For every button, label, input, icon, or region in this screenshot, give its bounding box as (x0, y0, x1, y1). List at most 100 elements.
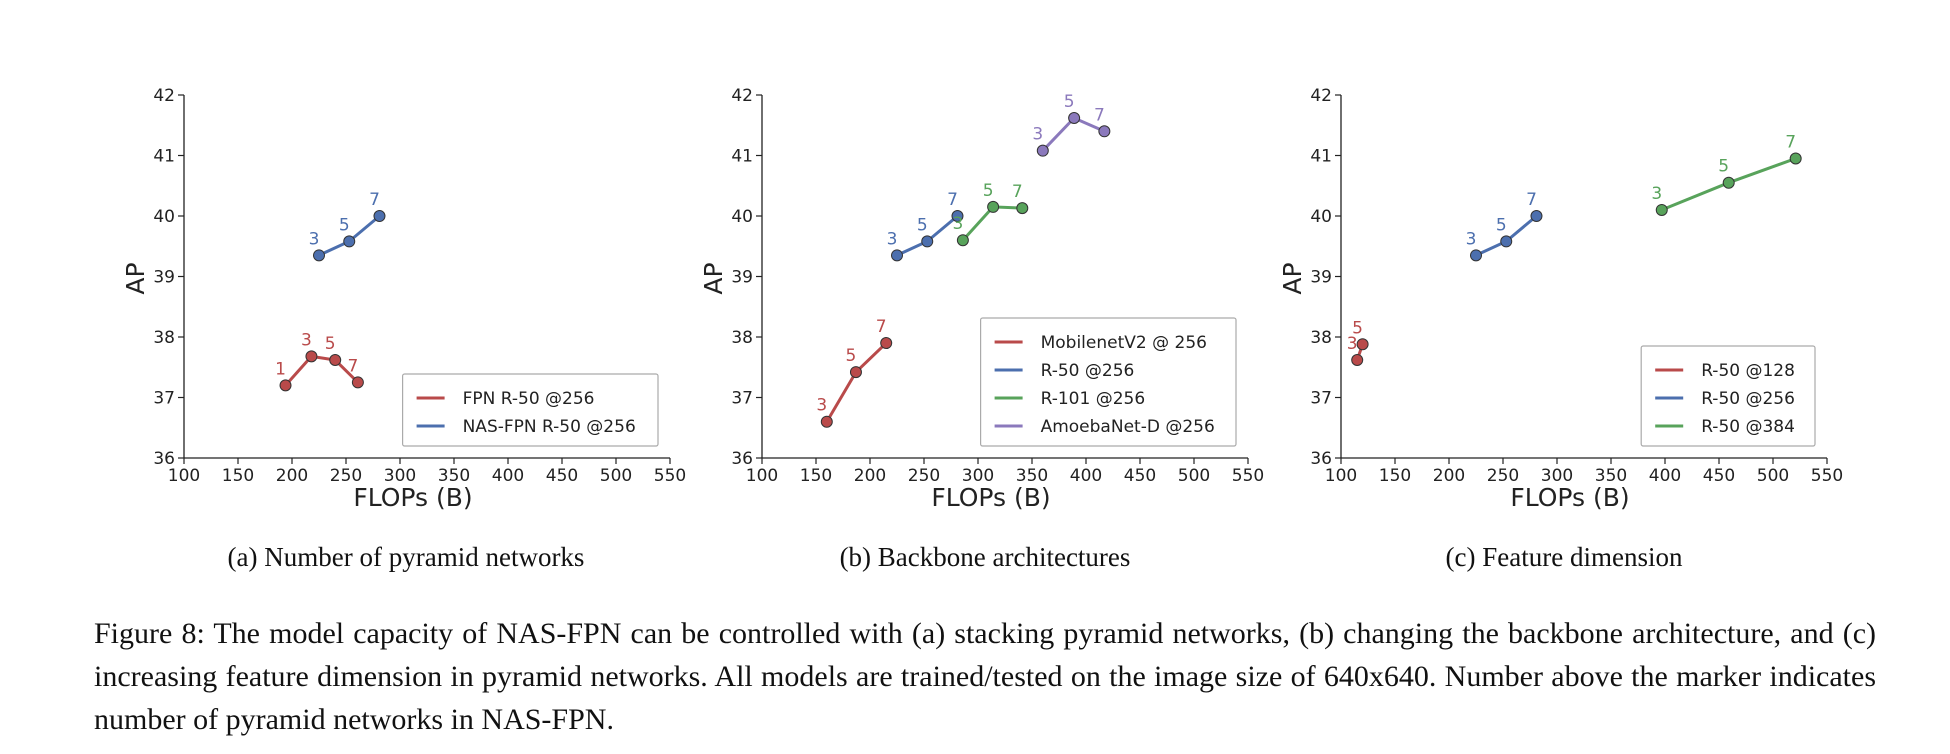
y-axis-label: AP (1278, 262, 1307, 294)
x-tick-label: 100 (746, 466, 778, 486)
point-label: 7 (1094, 105, 1105, 125)
x-tick-label: 450 (1703, 466, 1735, 486)
figure-caption: Figure 8: The model capacity of NAS-FPN … (94, 617, 1876, 736)
data-point (343, 235, 356, 248)
legend-box (1640, 345, 1816, 447)
legend-entry: MobilenetV2 @ 256 (1041, 333, 1207, 353)
y-tick-label: 38 (153, 328, 175, 348)
legend-entry: R-50 @128 (1701, 361, 1795, 381)
x-tick-label: 400 (1070, 466, 1102, 486)
y-tick-label: 39 (153, 268, 175, 288)
y-tick-label: 38 (1310, 328, 1332, 348)
y-tick-label: 39 (731, 268, 753, 288)
x-tick-label: 550 (1232, 466, 1264, 486)
x-tick-label: 150 (800, 466, 832, 486)
x-tick-label: 200 (1433, 466, 1465, 486)
data-point (921, 235, 934, 248)
x-axis-label: FLOPs (B) (1510, 483, 1629, 512)
data-point (1356, 338, 1369, 351)
y-tick-label: 41 (153, 147, 175, 167)
x-tick-label: 300 (384, 466, 416, 486)
legend-box (979, 317, 1237, 447)
x-tick-label: 150 (222, 466, 254, 486)
data-point (820, 415, 833, 428)
point-label: 3 (309, 229, 320, 249)
x-tick-label: 250 (330, 466, 362, 486)
y-tick-label: 37 (731, 389, 753, 409)
y-tick-label: 36 (1310, 449, 1332, 469)
data-point (1722, 176, 1735, 189)
point-label: 7 (1785, 133, 1796, 153)
point-label: 5 (983, 181, 994, 201)
y-tick-label: 40 (1310, 207, 1332, 227)
legend-entry: R-50 @256 (1701, 389, 1795, 409)
y-axis-label: AP (121, 262, 150, 294)
x-tick-label: 300 (1541, 466, 1573, 486)
data-point (305, 350, 318, 363)
x-tick-label: 350 (438, 466, 470, 486)
point-label: 3 (887, 229, 898, 249)
y-axis-label: AP (699, 262, 728, 294)
x-tick-label: 550 (1811, 466, 1843, 486)
x-axis-label: FLOPs (B) (931, 483, 1050, 512)
data-point (1789, 152, 1802, 165)
x-tick-label: 500 (1178, 466, 1210, 486)
point-label: 5 (846, 346, 857, 366)
legend-entry: R-50 @384 (1701, 417, 1795, 437)
data-point (849, 366, 862, 379)
data-point (956, 234, 969, 247)
x-tick-label: 100 (168, 466, 200, 486)
data-point (880, 337, 893, 350)
x-tick-label: 250 (908, 466, 940, 486)
legend: R-50 @128 R-50 @256 R-50 @384 (1640, 345, 1816, 447)
y-tick-label: 36 (731, 449, 753, 469)
legend: FPN R-50 @256 NAS-FPN R-50 @256 (402, 373, 659, 447)
point-label: 3 (1651, 184, 1662, 204)
y-tick-label: 37 (153, 389, 175, 409)
point-label: 3 (1466, 229, 1477, 249)
point-label: 3 (816, 396, 827, 416)
data-point (373, 210, 386, 222)
y-tick-label: 42 (153, 86, 175, 106)
x-tick-label: 500 (1757, 466, 1789, 486)
point-label: 5 (325, 334, 336, 354)
data-point (1500, 235, 1513, 248)
subfigure-caption: (b) Backbone architectures (840, 542, 1131, 572)
data-point (891, 249, 903, 262)
point-label: 1 (275, 359, 286, 379)
data-point (1655, 203, 1668, 216)
x-axis-label: FLOPs (B) (353, 483, 472, 512)
point-label: 3 (952, 214, 963, 234)
data-point (329, 353, 342, 366)
y-tick-label: 38 (731, 328, 753, 348)
point-label: 5 (1718, 157, 1729, 177)
data-point (279, 379, 292, 392)
point-label: 3 (301, 330, 312, 350)
subfigure-caption: (a) Number of pyramid networks (228, 542, 585, 572)
y-tick-label: 36 (153, 449, 175, 469)
x-tick-label: 300 (962, 466, 994, 486)
point-label: 5 (1496, 215, 1507, 235)
y-tick-label: 40 (153, 207, 175, 227)
legend-entry: FPN R-50 @256 (463, 389, 595, 409)
data-point (1351, 353, 1364, 366)
y-tick-label: 42 (1310, 86, 1332, 106)
point-label: 5 (1352, 318, 1363, 338)
y-tick-label: 41 (1310, 147, 1332, 167)
point-label: 7 (876, 317, 887, 337)
x-tick-label: 350 (1016, 466, 1048, 486)
series-line (284, 354, 359, 387)
data-point (1470, 249, 1482, 262)
y-tick-label: 37 (1310, 389, 1332, 409)
x-tick-label: 550 (654, 466, 686, 486)
x-tick-label: 400 (1649, 466, 1681, 486)
legend-entry: R-50 @256 (1041, 361, 1135, 381)
point-label: 3 (1347, 334, 1358, 354)
point-label: 7 (1526, 190, 1537, 210)
legend-entry: R-101 @256 (1041, 389, 1146, 409)
legend-box (402, 373, 659, 447)
x-tick-label: 200 (854, 466, 886, 486)
data-point (351, 376, 364, 389)
